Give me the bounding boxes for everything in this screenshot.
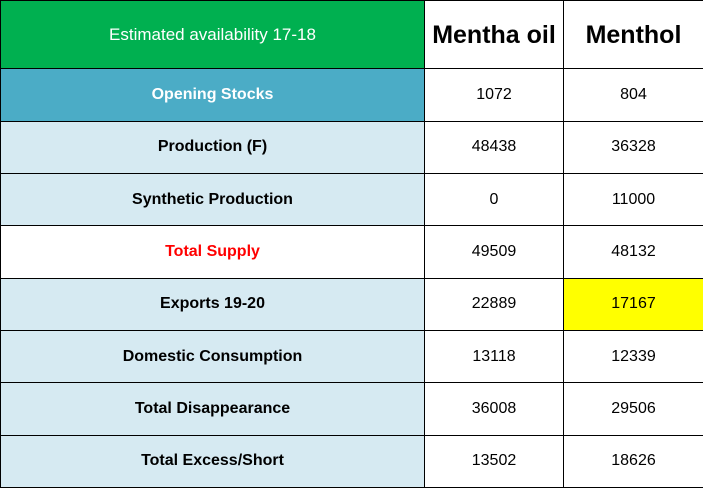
row-label: Opening Stocks <box>0 68 425 122</box>
mentha-oil-value: 13118 <box>424 329 564 384</box>
row-label: Synthetic Production <box>0 173 425 227</box>
table-row: Total Disappearance 36008 29506 <box>0 382 703 436</box>
row-label: Total Excess/Short <box>0 434 425 488</box>
menthol-value-highlighted: 17167 <box>563 277 703 331</box>
menthol-value: 29506 <box>563 382 703 436</box>
table-row: Total Excess/Short 13502 18626 <box>0 434 703 488</box>
table-row: Opening Stocks 1072 804 <box>0 68 703 122</box>
mentha-oil-value: 22889 <box>424 277 564 331</box>
column-header-menthol: Menthol <box>563 0 703 70</box>
row-label: Total Disappearance <box>0 382 425 436</box>
column-header-mentha-oil: Mentha oil <box>424 0 564 70</box>
mentha-oil-value: 1072 <box>424 68 564 122</box>
menthol-value: 36328 <box>563 120 703 175</box>
table-row: Total Supply 49509 48132 <box>0 225 703 279</box>
table-row: Synthetic Production 0 11000 <box>0 173 703 227</box>
mentha-oil-value: 13502 <box>424 434 564 488</box>
menthol-value: 18626 <box>563 434 703 488</box>
menthol-value: 804 <box>563 68 703 122</box>
mentha-oil-value: 0 <box>424 173 564 227</box>
table-row: Domestic Consumption 13118 12339 <box>0 329 703 384</box>
mentha-oil-value: 36008 <box>424 382 564 436</box>
table-header-row: Estimated availability 17-18 Mentha oil … <box>0 0 703 70</box>
table-title: Estimated availability 17-18 <box>0 0 425 70</box>
row-label: Exports 19-20 <box>0 277 425 331</box>
row-label: Domestic Consumption <box>0 329 425 384</box>
menthol-value: 12339 <box>563 329 703 384</box>
mentha-oil-value: 48438 <box>424 120 564 175</box>
mentha-oil-value: 49509 <box>424 225 564 279</box>
table-row: Production (F) 48438 36328 <box>0 120 703 175</box>
row-label: Production (F) <box>0 120 425 175</box>
row-label: Total Supply <box>0 225 425 279</box>
menthol-value: 48132 <box>563 225 703 279</box>
table-row: Exports 19-20 22889 17167 <box>0 277 703 331</box>
menthol-value: 11000 <box>563 173 703 227</box>
